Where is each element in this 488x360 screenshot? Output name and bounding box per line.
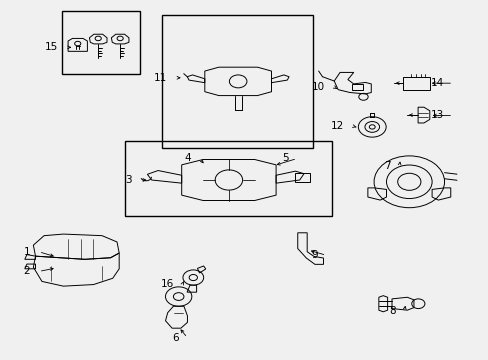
Text: 12: 12 [330, 121, 344, 131]
Text: 5: 5 [281, 153, 288, 163]
Text: 15: 15 [45, 42, 58, 52]
Text: 2: 2 [23, 266, 30, 276]
Text: 11: 11 [154, 73, 167, 83]
Bar [125, 140, 331, 216]
Text: 8: 8 [388, 306, 395, 316]
Text: 3: 3 [124, 175, 131, 185]
Text: 1: 1 [23, 247, 30, 257]
Text: 10: 10 [311, 82, 325, 92]
Bar [351, 84, 363, 90]
Text: 13: 13 [430, 111, 444, 121]
Bar [295, 173, 310, 181]
Text: 16: 16 [160, 279, 173, 289]
Bar [161, 15, 312, 148]
Text: 4: 4 [184, 153, 190, 163]
Text: 6: 6 [172, 333, 178, 343]
Text: 9: 9 [310, 250, 317, 260]
Text: 7: 7 [384, 161, 390, 171]
Bar [403, 77, 429, 90]
Bar [61, 12, 140, 74]
Text: 14: 14 [430, 78, 444, 88]
